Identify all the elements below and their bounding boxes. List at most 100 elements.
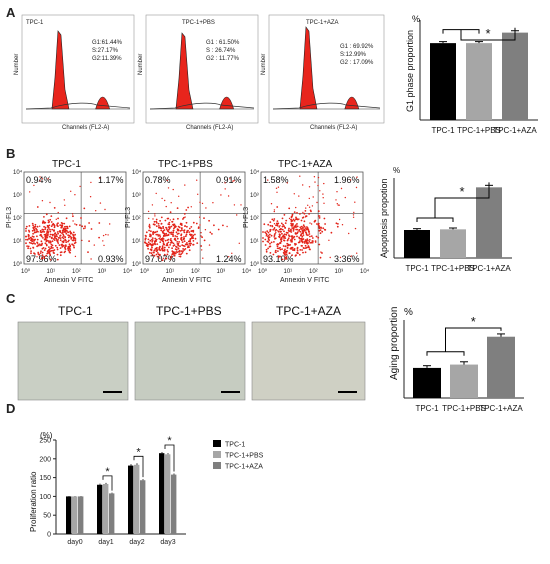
scatter-x-label: Annexin V FITC [280,277,329,284]
event-dot [50,245,53,248]
event-dot [279,248,282,251]
event-dot [102,234,105,237]
event-dot [189,242,192,245]
event-dot [171,220,174,223]
event-dot [301,249,303,251]
event-dot [311,237,314,239]
event-dot [287,234,290,237]
event-dot [61,232,63,235]
event-dot [25,230,27,232]
event-dot [284,258,286,260]
event-dot [196,242,199,245]
event-dot [46,231,48,234]
event-dot [158,225,160,227]
event-dot [281,258,284,261]
event-dot [329,256,331,259]
cell-cycle-histogram-pbs: TPC-1+PBS G1 : 61.50% S : 26.74% G2 : 11… [138,14,259,131]
event-dot [286,242,289,245]
event-dot [161,240,164,242]
y-tick-label: 10³ [250,193,259,199]
event-dot [65,229,68,232]
event-dot [301,217,304,219]
event-dot [262,231,264,233]
event-dot [212,202,214,204]
event-dot [240,204,242,206]
event-dot [170,233,173,236]
event-dot [318,226,321,229]
event-dot [200,235,202,237]
event-dot [276,220,279,223]
event-dot [161,238,164,241]
event-dot [169,226,171,229]
event-dot [174,252,177,255]
event-dot [65,232,68,235]
event-dot [40,240,43,243]
event-dot [31,235,34,238]
event-dot [188,231,191,234]
event-dot [155,218,158,221]
event-dot [168,223,171,226]
event-dot [302,211,304,214]
event-dot [52,249,55,252]
event-dot [180,250,183,253]
staining-image-aza [251,321,366,401]
event-dot [178,253,181,256]
event-dot [56,224,59,227]
event-dot [51,237,53,240]
event-dot [52,222,55,225]
event-dot [283,214,286,216]
event-dot [46,236,49,239]
histogram-trace [25,102,131,110]
event-dot [262,237,264,239]
event-dot [282,251,285,254]
event-dot [148,225,151,228]
event-dot [232,180,234,182]
event-dot [275,187,278,189]
event-dot [267,179,269,181]
event-dot [55,218,57,220]
event-dot [62,233,65,236]
event-dot [54,232,57,235]
event-dot [189,244,192,247]
event-dot [280,222,283,225]
event-dot [163,249,166,252]
event-dot [181,241,184,244]
event-dot [62,235,65,237]
event-dot [183,236,185,238]
category-label: day3 [160,539,175,546]
event-dot [28,237,31,240]
event-dot [181,229,183,232]
event-dot [272,219,275,222]
event-dot [44,247,47,250]
event-dot [33,242,35,244]
event-dot [296,217,298,220]
event-dot [46,234,49,237]
event-dot [80,217,82,219]
event-dot [320,226,322,229]
event-dot [43,225,45,228]
event-dot [283,230,285,233]
event-dot [27,247,29,250]
event-dot [208,219,211,222]
event-dot [283,233,286,236]
event-dot [189,237,192,240]
event-dot [52,235,54,237]
event-dot [93,244,96,246]
event-dot [300,234,302,237]
event-dot [293,235,296,238]
bar-3 [502,32,528,120]
bar-day3-3 [171,474,177,534]
event-dot [292,218,295,221]
event-dot [44,237,47,240]
event-dot [302,224,305,227]
panel-label-c: C [6,291,16,306]
event-dot [49,242,52,244]
event-dot [167,187,170,189]
event-dot [158,237,161,240]
event-dot [156,243,159,246]
event-dot [178,195,180,197]
event-dot [177,244,180,247]
event-dot [74,255,77,258]
event-dot [318,217,321,219]
significance-bracket [164,444,175,472]
